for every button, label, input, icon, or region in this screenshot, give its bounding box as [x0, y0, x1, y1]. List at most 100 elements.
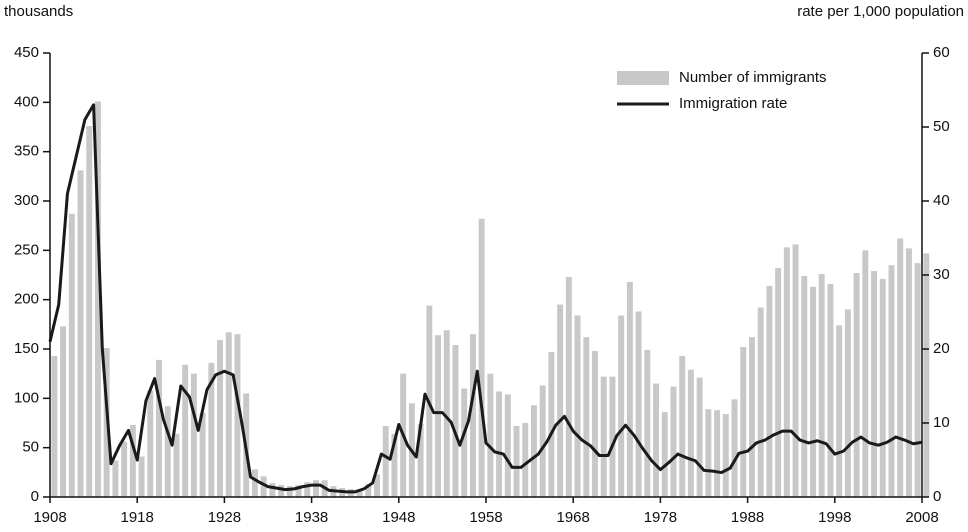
bar	[792, 244, 799, 497]
y-tick-label: 150	[14, 340, 39, 357]
bar	[635, 311, 642, 497]
bar	[260, 476, 267, 497]
bar	[286, 486, 293, 497]
bar	[382, 425, 389, 497]
x-tick-label: 1918	[121, 509, 154, 526]
y2-tick-label: 20	[933, 340, 950, 357]
x-tick-label: 1988	[731, 509, 764, 526]
y-tick-label: 50	[22, 439, 39, 456]
bar	[94, 101, 101, 497]
y2-tick-label: 40	[933, 192, 950, 209]
bar	[696, 377, 703, 497]
bar	[304, 482, 311, 497]
bar	[766, 285, 773, 497]
bar	[60, 326, 67, 497]
bar	[452, 345, 459, 497]
bar	[810, 286, 816, 497]
y2-axis-label: rate per 1,000 population	[797, 3, 964, 20]
x-tick-label: 1938	[295, 509, 328, 526]
bar	[653, 383, 660, 497]
bar	[583, 337, 590, 497]
bar	[469, 334, 476, 497]
y2-tick-label: 60	[933, 44, 950, 61]
bar	[225, 332, 232, 497]
x-tick-label: 2008	[905, 509, 938, 526]
bar	[748, 337, 755, 497]
bar	[513, 425, 520, 497]
y-tick-label: 450	[14, 44, 39, 61]
x-tick-label: 1968	[557, 509, 590, 526]
bar	[914, 263, 921, 497]
bar	[121, 441, 128, 497]
bar	[783, 247, 790, 497]
x-tick-label: 1928	[208, 509, 241, 526]
legend-label: Immigration rate	[679, 95, 787, 112]
bar	[234, 334, 241, 497]
bar	[190, 373, 197, 497]
bar	[565, 276, 572, 497]
y-tick-label: 250	[14, 241, 39, 258]
bar	[138, 456, 145, 497]
bar	[356, 489, 363, 497]
bar	[251, 469, 258, 497]
bar	[609, 376, 616, 497]
bar	[897, 238, 904, 497]
bar	[905, 248, 912, 497]
bar	[68, 213, 75, 497]
bar	[487, 373, 494, 497]
bar	[731, 399, 738, 497]
y-tick-label: 300	[14, 192, 39, 209]
bar	[618, 315, 625, 497]
bar	[740, 347, 747, 497]
bar	[714, 410, 721, 497]
bar	[827, 283, 834, 497]
y-tick-label: 200	[14, 291, 39, 308]
bar	[496, 391, 503, 497]
bar	[923, 253, 930, 497]
bar	[295, 485, 302, 497]
y-tick-label: 400	[14, 93, 39, 110]
bar	[86, 126, 93, 497]
bar	[888, 265, 895, 497]
bar	[77, 170, 84, 497]
bar	[164, 406, 171, 497]
bar	[818, 274, 825, 497]
bar	[312, 480, 319, 497]
bar	[687, 369, 694, 497]
bar	[391, 433, 398, 497]
bar	[530, 405, 537, 497]
bar	[199, 413, 206, 497]
bar	[182, 364, 189, 497]
bar	[129, 424, 136, 497]
y-axis-label: thousands	[4, 3, 73, 20]
bar	[173, 433, 180, 497]
bar	[461, 388, 468, 497]
y-tick-label: 0	[31, 488, 39, 505]
bar	[522, 423, 529, 497]
bar	[478, 218, 485, 497]
y2-tick-label: 0	[933, 488, 941, 505]
bar	[679, 355, 686, 497]
bar	[574, 315, 581, 497]
bar	[217, 340, 224, 497]
y2-tick-label: 10	[933, 414, 950, 431]
y-tick-label: 100	[14, 389, 39, 406]
bar	[278, 485, 285, 497]
legend-swatch	[617, 71, 669, 85]
legend-label: Number of immigrants	[679, 69, 827, 86]
bar	[539, 385, 546, 497]
bar	[435, 335, 442, 497]
bar	[592, 350, 598, 497]
bar	[871, 271, 878, 497]
bar	[147, 390, 154, 497]
bar	[112, 460, 119, 497]
bar	[156, 359, 162, 497]
bar	[836, 325, 843, 497]
bar	[801, 275, 808, 497]
bar	[443, 330, 450, 497]
y2-tick-label: 30	[933, 266, 950, 283]
bar	[757, 307, 764, 497]
bar	[879, 278, 886, 497]
bar	[844, 309, 851, 497]
